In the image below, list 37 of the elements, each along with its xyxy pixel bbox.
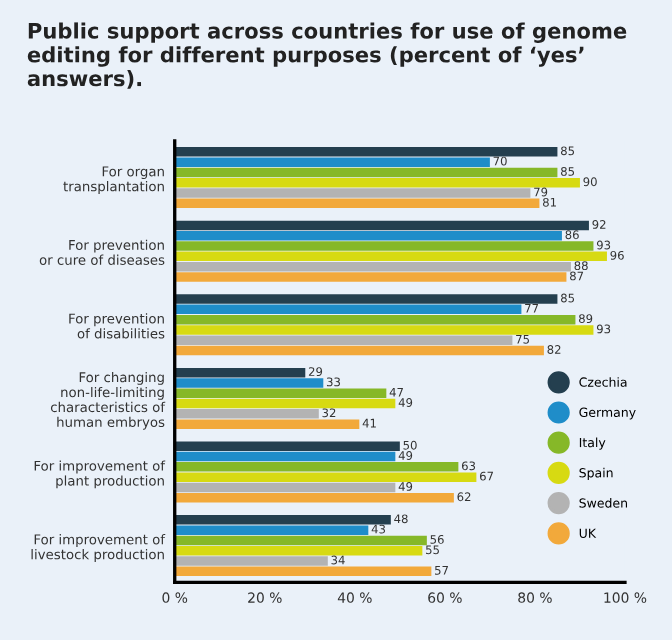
bar [174,231,562,241]
bar [174,335,513,345]
bar [174,198,540,209]
bar [174,188,531,198]
bar [174,157,490,167]
bar [174,251,607,262]
bar [174,304,522,315]
bar [174,398,396,409]
bar [174,261,571,272]
bar [174,441,400,451]
bar [174,345,544,356]
bar [174,482,396,493]
bar [174,178,580,188]
bar [174,525,369,535]
bar [174,566,432,577]
bar [174,147,558,157]
bar [174,546,423,556]
bar [174,535,427,546]
bar [174,272,567,282]
bar [174,419,360,429]
bar [174,314,576,325]
bar [174,167,558,178]
bar [174,462,459,472]
bar [174,493,454,503]
bar [174,294,558,304]
bar [174,220,589,231]
chart-title: Public support across countries for use of genome editing for different purposes (percent of ‘yes’ answers). [27,22,627,89]
bar [174,556,328,566]
bar [174,472,477,482]
bar [174,367,306,378]
bar [174,388,387,398]
bar [174,378,324,388]
bar [174,325,594,335]
bar [174,409,319,419]
bar [174,451,396,462]
bar [174,515,391,525]
bar [174,241,594,251]
